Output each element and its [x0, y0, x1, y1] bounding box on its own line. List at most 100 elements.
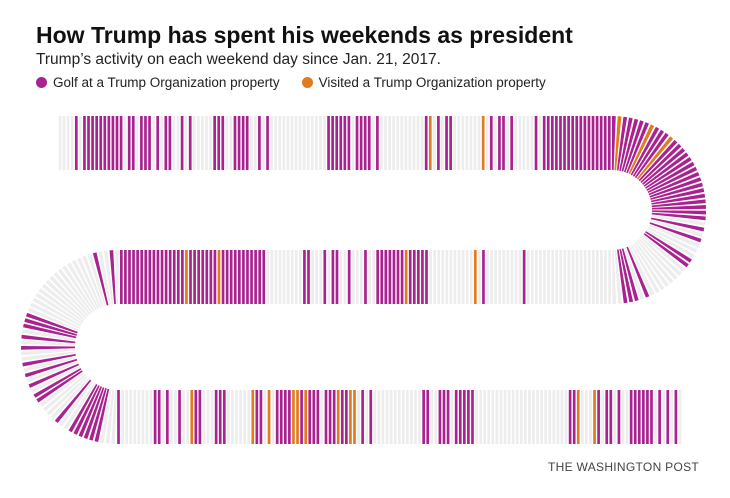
- day-bar-no-activity: [339, 250, 343, 304]
- day-bar-golf: [363, 116, 367, 170]
- day-bar-no-activity: [192, 116, 196, 170]
- day-bar-no-activity: [532, 390, 535, 444]
- day-bar-golf: [255, 390, 259, 444]
- day-bar-golf: [648, 171, 700, 196]
- day-bar-visit: [614, 116, 622, 171]
- day-bar-golf: [164, 250, 168, 304]
- day-bar-no-activity: [315, 250, 318, 304]
- day-bar-no-activity: [393, 390, 397, 444]
- day-bar-golf: [242, 250, 245, 304]
- day-bar-no-activity: [87, 253, 107, 307]
- day-bar-no-activity: [121, 390, 124, 444]
- day-bar-golf: [89, 388, 107, 441]
- day-bar-no-activity: [511, 390, 515, 444]
- day-bar-no-activity: [111, 389, 117, 444]
- day-bar-visit: [349, 390, 352, 444]
- day-bar-golf: [367, 116, 371, 170]
- day-bar-no-activity: [469, 116, 473, 170]
- day-bar-no-activity: [43, 374, 86, 412]
- day-bar-golf: [165, 390, 169, 444]
- day-bar-golf: [650, 188, 705, 203]
- day-bar-golf: [33, 368, 82, 398]
- day-bar-no-activity: [654, 390, 657, 444]
- day-bar-no-activity: [670, 390, 674, 444]
- day-bar-no-activity: [35, 292, 83, 325]
- day-bar-no-activity: [186, 390, 190, 444]
- day-bar-golf: [426, 390, 430, 444]
- day-bar-no-activity: [583, 250, 587, 304]
- day-bar-golf: [160, 250, 164, 304]
- day-bar-no-activity: [638, 238, 678, 280]
- weekend-day-bars: [21, 116, 706, 444]
- day-bar-no-activity: [98, 251, 111, 305]
- day-bar-golf: [626, 122, 649, 174]
- day-bar-no-activity: [384, 116, 387, 170]
- day-bar-no-activity: [580, 390, 584, 444]
- day-bar-golf: [647, 166, 698, 194]
- day-bar-golf: [619, 117, 633, 171]
- day-bar-golf: [626, 246, 650, 298]
- day-bar-golf: [650, 182, 703, 200]
- day-bar-no-activity: [506, 116, 509, 170]
- day-bar-visit: [336, 390, 340, 444]
- day-bar-no-activity: [294, 250, 298, 304]
- day-bar-golf: [241, 116, 245, 170]
- day-bar-golf: [21, 345, 76, 350]
- day-bar-golf: [392, 250, 396, 304]
- day-bar-golf: [637, 390, 641, 444]
- day-bar-golf: [148, 116, 151, 170]
- day-bar-golf: [308, 390, 312, 444]
- day-bar-golf: [559, 116, 562, 170]
- day-bar-golf: [300, 390, 303, 444]
- day-bar-no-activity: [21, 340, 76, 346]
- day-bar-no-activity: [524, 390, 527, 444]
- day-bar-no-activity: [209, 116, 212, 170]
- day-bar-no-activity: [434, 390, 438, 444]
- day-bar-no-activity: [640, 236, 682, 276]
- day-bar-no-activity: [71, 259, 100, 310]
- day-bar-no-activity: [235, 390, 238, 444]
- day-bar-no-activity: [396, 116, 400, 170]
- day-bar-no-activity: [490, 250, 493, 304]
- day-bar-no-activity: [400, 116, 404, 170]
- day-bar-golf: [563, 116, 566, 170]
- day-bar-no-activity: [59, 381, 94, 427]
- day-bar-no-activity: [571, 250, 575, 304]
- day-bar-no-activity: [406, 390, 409, 444]
- day-bar-no-activity: [368, 250, 371, 304]
- day-bar-visit: [185, 250, 188, 304]
- day-bar-no-activity: [320, 390, 324, 444]
- day-bar-no-activity: [23, 356, 77, 372]
- day-bar-golf: [424, 116, 428, 170]
- day-bar-no-activity: [632, 243, 665, 291]
- day-bar-golf: [279, 390, 283, 444]
- day-bar-no-activity: [79, 116, 82, 170]
- day-bar-no-activity: [469, 250, 473, 304]
- day-bar-no-activity: [388, 116, 391, 170]
- day-bar-no-activity: [526, 250, 530, 304]
- day-bar-no-activity: [567, 250, 571, 304]
- day-bar-golf: [144, 116, 147, 170]
- day-bar-no-activity: [534, 250, 538, 304]
- day-bar-golf: [609, 390, 613, 444]
- day-bar-no-activity: [66, 116, 70, 170]
- day-bar-no-activity: [499, 390, 503, 444]
- day-bar-golf: [324, 390, 328, 444]
- day-bar-golf: [168, 116, 172, 170]
- day-bar-golf: [172, 250, 176, 304]
- day-bar-visit: [304, 390, 308, 444]
- day-bar-no-activity: [373, 390, 377, 444]
- day-bar-no-activity: [487, 390, 491, 444]
- day-bar-no-activity: [651, 215, 706, 226]
- day-bar-visit: [428, 116, 432, 170]
- day-bar-golf: [94, 388, 110, 442]
- day-bar-golf: [595, 116, 599, 170]
- day-bar-no-activity: [498, 250, 502, 304]
- day-bar-no-activity: [648, 224, 700, 248]
- day-bar-no-activity: [210, 390, 214, 444]
- day-bar-no-activity: [327, 250, 331, 304]
- day-bar-no-activity: [647, 226, 698, 253]
- day-bar-golf: [612, 116, 616, 171]
- day-bar-no-activity: [290, 116, 294, 170]
